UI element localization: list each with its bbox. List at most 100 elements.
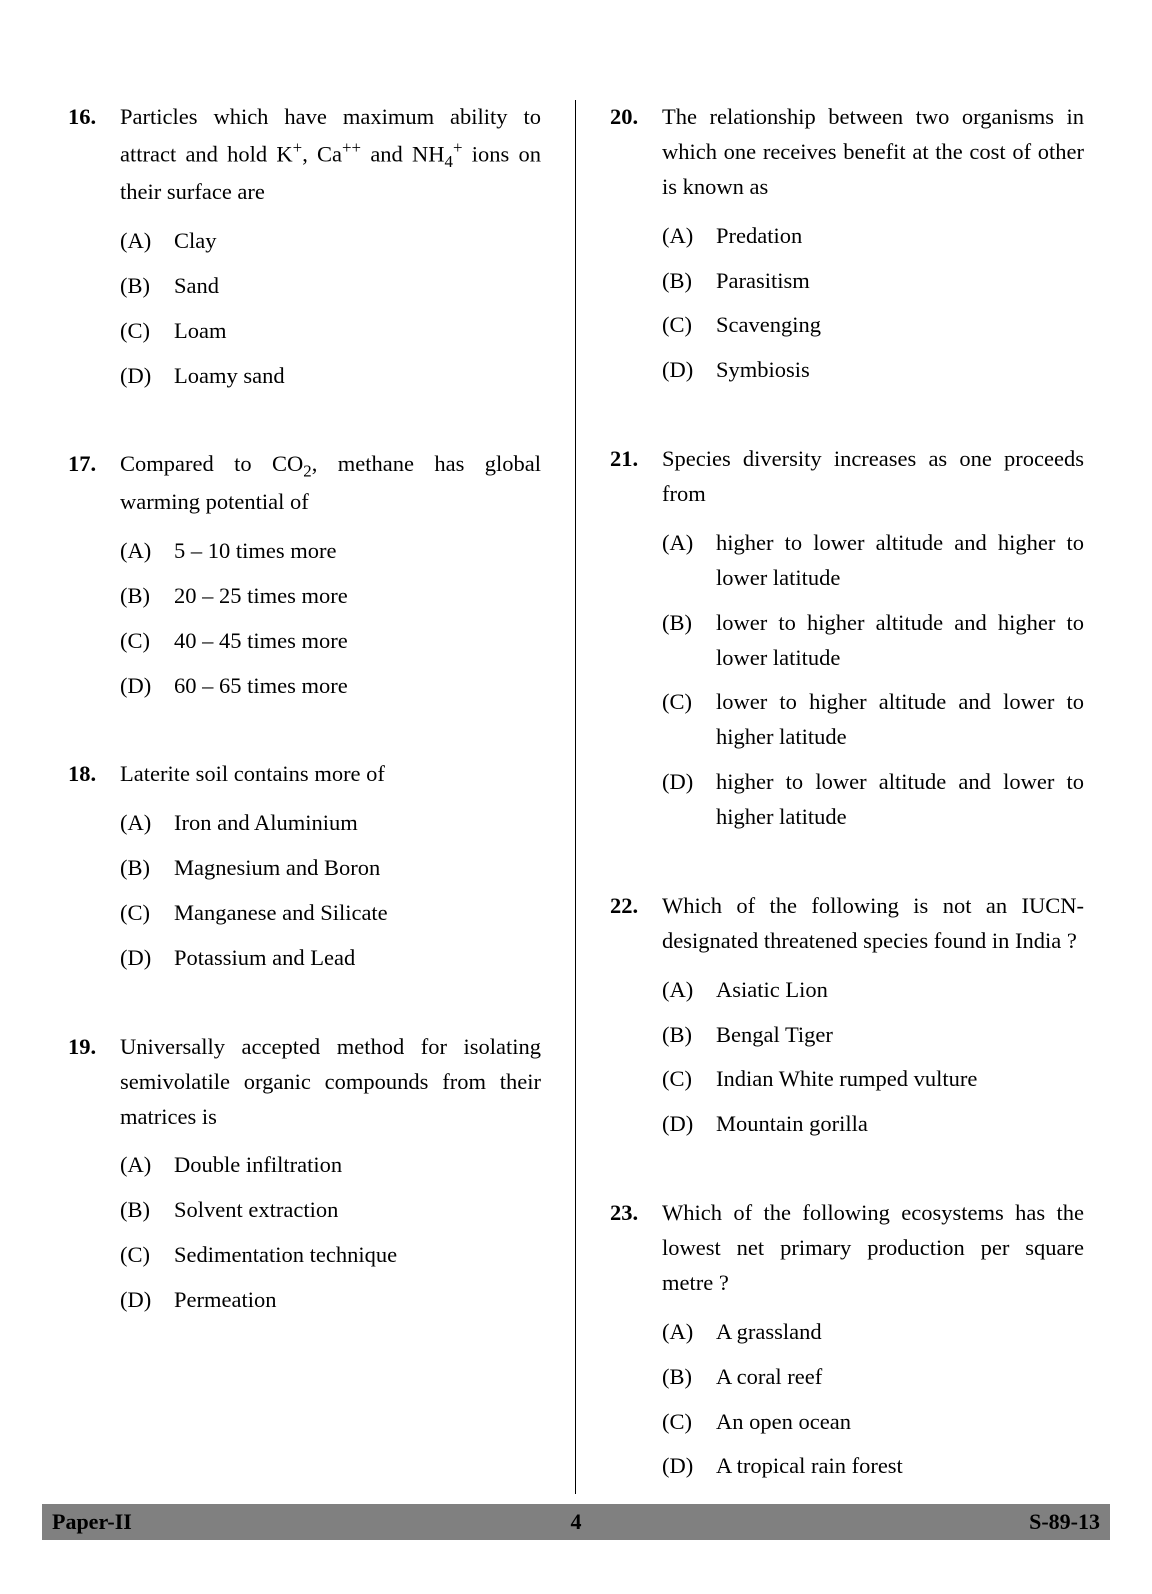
option-letter: (B) [120, 851, 174, 886]
option: (D)higher to lower altitude and lower to… [662, 765, 1084, 835]
option-letter: (C) [120, 1238, 174, 1273]
option-letter: (D) [662, 1107, 716, 1142]
option: (C)Sedimentation technique [120, 1238, 541, 1273]
option-letter: (B) [662, 606, 716, 676]
option-text: lower to higher altitude and higher to l… [716, 606, 1084, 676]
question-text: Particles which have maximum ability to … [120, 100, 541, 210]
option-letter: (A) [120, 1148, 174, 1183]
question: 23.Which of the following ecosystems has… [610, 1196, 1084, 1494]
option: (B)Solvent extraction [120, 1193, 541, 1228]
footer-page-number: 4 [401, 1509, 750, 1535]
option: (A)Clay [120, 224, 541, 259]
option: (B)lower to higher altitude and higher t… [662, 606, 1084, 676]
option-text: Mountain gorilla [716, 1107, 1084, 1142]
option: (B)Bengal Tiger [662, 1018, 1084, 1053]
option-letter: (D) [120, 359, 174, 394]
option-text: Asiatic Lion [716, 973, 1084, 1008]
option-letter: (A) [120, 806, 174, 841]
option-text: Scavenging [716, 308, 1084, 343]
options-list: (A)Double infiltration (B)Solvent extract… [120, 1148, 541, 1318]
option-text: 20 – 25 times more [174, 579, 541, 614]
question-body: Species diversity increases as one proce… [662, 442, 1084, 845]
option-text: 40 – 45 times more [174, 624, 541, 659]
option: (B)20 – 25 times more [120, 579, 541, 614]
question-number: 19. [68, 1030, 120, 1328]
option-letter: (A) [662, 526, 716, 596]
option: (A)5 – 10 times more [120, 534, 541, 569]
option-text: Double infiltration [174, 1148, 541, 1183]
option: (C)Loam [120, 314, 541, 349]
option-text: Clay [174, 224, 541, 259]
option-letter: (A) [120, 534, 174, 569]
option-letter: (B) [120, 579, 174, 614]
option: (A)A grassland [662, 1315, 1084, 1350]
question: 19.Universally accepted method for isola… [68, 1030, 541, 1328]
question-text: Laterite soil contains more of [120, 757, 541, 792]
option-letter: (C) [120, 896, 174, 931]
option: (A)Asiatic Lion [662, 973, 1084, 1008]
question-body: Which of the following ecosystems has th… [662, 1196, 1084, 1494]
options-list: (A)Predation(B)Parasitism(C)Scavenging(D… [662, 219, 1084, 389]
option: (A)Double infiltration [120, 1148, 541, 1183]
question: 17.Compared to CO2, methane has global w… [68, 447, 541, 713]
options-list: (A)5 – 10 times more(B)20 – 25 times mor… [120, 534, 541, 704]
option-letter: (A) [662, 973, 716, 1008]
option-text: 60 – 65 times more [174, 669, 541, 704]
question-text: The relationship between two organisms i… [662, 100, 1084, 205]
option: (B)A coral reef [662, 1360, 1084, 1395]
question-text: Which of the following is not an IUCN-de… [662, 889, 1084, 959]
question-number: 18. [68, 757, 120, 985]
option: (D)A tropical rain forest [662, 1449, 1084, 1484]
question: 20.The relationship between two organism… [610, 100, 1084, 398]
question-body: Laterite soil contains more of (A)Iron an… [120, 757, 541, 985]
left-column: 16.Particles which have maximum ability … [68, 100, 576, 1494]
option-text: Bengal Tiger [716, 1018, 1084, 1053]
question-body: Particles which have maximum ability to … [120, 100, 541, 403]
option: (C)Manganese and Silicate [120, 896, 541, 931]
question-text: Which of the following ecosystems has th… [662, 1196, 1084, 1301]
question: 18.Laterite soil contains more of (A)Iron… [68, 757, 541, 985]
page-footer: Paper-II 4 S-89-13 [42, 1504, 1110, 1540]
question-number: 17. [68, 447, 120, 713]
option-text: A coral reef [716, 1360, 1084, 1395]
option: (B)Magnesium and Boron [120, 851, 541, 886]
option-text: Solvent extraction [174, 1193, 541, 1228]
option: (D)Symbiosis [662, 353, 1084, 388]
option: (D)Permeation [120, 1283, 541, 1318]
options-list: (A)Iron and Aluminium (B)Magnesium and Bo… [120, 806, 541, 976]
question-body: Universally accepted method for isolatin… [120, 1030, 541, 1328]
option-text: Loam [174, 314, 541, 349]
option-letter: (B) [662, 1018, 716, 1053]
option-letter: (D) [662, 353, 716, 388]
option-text: Iron and Aluminium [174, 806, 541, 841]
option-text: Symbiosis [716, 353, 1084, 388]
options-list: (A)higher to lower altitude and higher t… [662, 526, 1084, 835]
option-text: Loamy sand [174, 359, 541, 394]
page-content: 16.Particles which have maximum ability … [0, 0, 1152, 1494]
option-letter: (B) [120, 269, 174, 304]
option-letter: (A) [662, 1315, 716, 1350]
option-text: 5 – 10 times more [174, 534, 541, 569]
option: (D)Loamy sand [120, 359, 541, 394]
option-letter: (C) [120, 314, 174, 349]
option-letter: (A) [662, 219, 716, 254]
option: (D)60 – 65 times more [120, 669, 541, 704]
option: (C)Indian White rumped vulture [662, 1062, 1084, 1097]
right-column: 20.The relationship between two organism… [576, 100, 1084, 1494]
question-text: Compared to CO2, methane has global warm… [120, 447, 541, 520]
option-text: lower to higher altitude and lower to hi… [716, 685, 1084, 755]
question-body: Which of the following is not an IUCN-de… [662, 889, 1084, 1152]
option-text: A tropical rain forest [716, 1449, 1084, 1484]
option-text: Predation [716, 219, 1084, 254]
option-text: Sand [174, 269, 541, 304]
option-letter: (C) [662, 1405, 716, 1440]
option-text: Indian White rumped vulture [716, 1062, 1084, 1097]
option: (A)Iron and Aluminium [120, 806, 541, 841]
option: (C)An open ocean [662, 1405, 1084, 1440]
question-text: Universally accepted method for isolatin… [120, 1030, 541, 1135]
question: 21.Species diversity increases as one pr… [610, 442, 1084, 845]
question-number: 22. [610, 889, 662, 1152]
option: (D)Potassium and Lead [120, 941, 541, 976]
option-letter: (C) [662, 685, 716, 755]
option: (A)Predation [662, 219, 1084, 254]
